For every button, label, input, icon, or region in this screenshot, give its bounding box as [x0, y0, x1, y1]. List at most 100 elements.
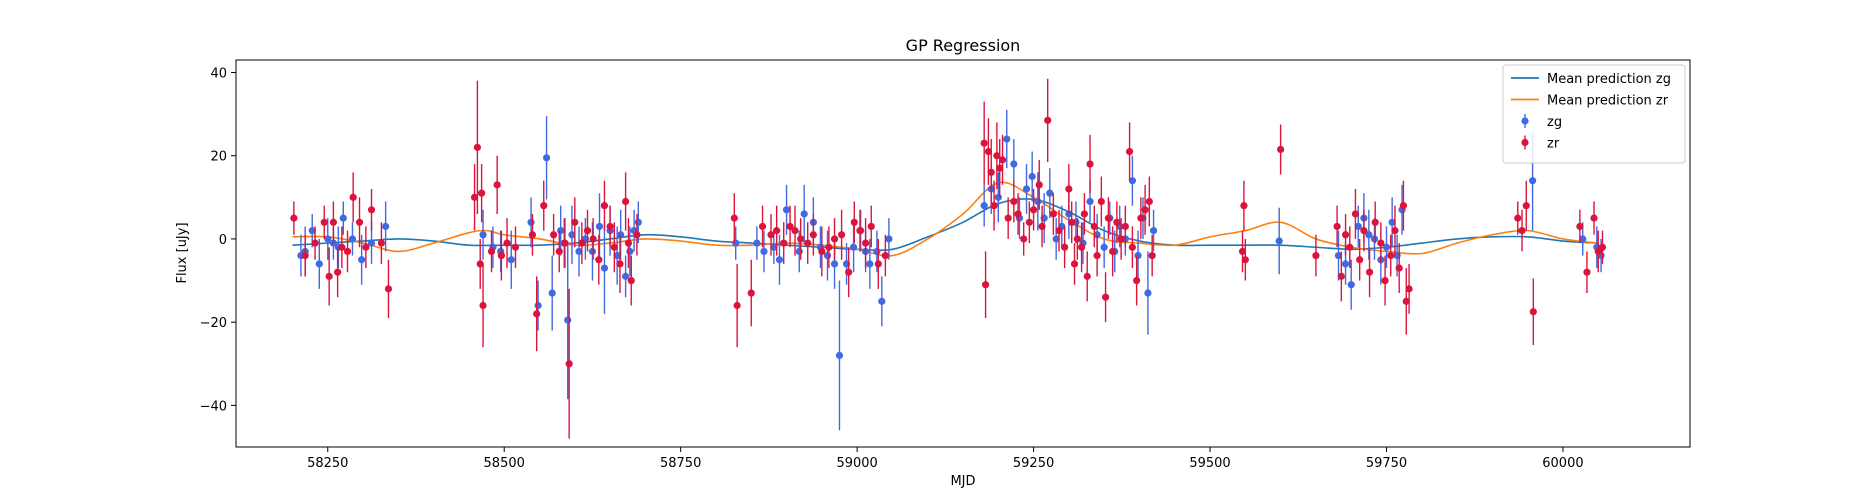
y-axis-label: Flux [uJy]	[175, 222, 190, 283]
zg-point	[866, 260, 874, 268]
zr-point	[874, 260, 882, 268]
zr-point	[861, 239, 870, 247]
zg-point	[367, 239, 376, 247]
zr-point	[301, 251, 309, 260]
zr-point	[786, 222, 794, 231]
zg-point	[753, 239, 761, 247]
zr-point	[1598, 243, 1607, 251]
zg-point	[358, 256, 366, 264]
zr-point	[1333, 222, 1341, 231]
zg-point	[1046, 189, 1054, 197]
zr-point	[850, 218, 858, 226]
zr-point	[1068, 218, 1076, 226]
zr-point	[533, 310, 541, 318]
legend-label: Mean prediction zg	[1547, 72, 1671, 87]
zr-point	[367, 206, 376, 214]
zr-point	[606, 222, 614, 231]
zr-point	[1405, 285, 1413, 293]
zr-point	[487, 247, 496, 256]
zr-point	[758, 222, 767, 231]
zr-point	[343, 247, 352, 256]
zr-point	[1391, 227, 1399, 235]
zr-point	[809, 231, 817, 239]
zr-point	[540, 202, 548, 210]
chart-title: GP Regression	[906, 36, 1021, 55]
zr-point	[1240, 202, 1248, 210]
zr-point	[528, 231, 537, 239]
zg-point	[382, 222, 390, 231]
zr-point	[1125, 147, 1134, 156]
zg-point	[617, 231, 625, 239]
zr-point	[1020, 235, 1028, 243]
zr-point	[1055, 227, 1063, 235]
zg-point	[1003, 135, 1011, 143]
series-zr	[290, 78, 1607, 439]
x-tick-label: 59250	[1013, 456, 1054, 471]
zr-point	[1010, 197, 1018, 206]
zr-point	[355, 218, 364, 226]
zg-point	[1347, 281, 1355, 289]
zg-point	[1100, 243, 1108, 251]
zr-point	[1346, 243, 1354, 251]
zr-point	[1086, 160, 1094, 168]
zr-point	[320, 218, 328, 226]
zr-point	[503, 239, 511, 247]
zr-point	[1518, 227, 1526, 235]
zg-point	[1028, 172, 1036, 181]
zr-point	[325, 272, 333, 280]
zr-point	[1371, 218, 1379, 226]
zg-point	[830, 260, 839, 268]
zr-point	[616, 260, 624, 268]
zg-point	[760, 247, 768, 256]
zr-point	[1583, 268, 1591, 276]
x-tick-label: 58500	[484, 456, 525, 471]
zr-point	[571, 218, 579, 226]
plot-area	[235, 59, 1691, 448]
zr-point	[384, 285, 393, 293]
zg-point	[835, 351, 844, 360]
zr-point	[595, 256, 603, 264]
zr-point	[1341, 231, 1350, 239]
zg-point	[873, 247, 881, 256]
zr-point	[1065, 185, 1073, 193]
zr-point	[1395, 264, 1403, 272]
zr-point	[1399, 202, 1408, 210]
zr-point	[773, 227, 781, 235]
zr-point	[290, 214, 298, 222]
zr-point	[589, 235, 597, 243]
zr-point	[747, 289, 755, 297]
zg-point	[1370, 235, 1379, 243]
zr-point	[1035, 181, 1043, 189]
zg-point	[308, 227, 316, 235]
zg-point	[575, 247, 583, 256]
zg-point	[732, 239, 740, 247]
zg-point	[626, 247, 634, 256]
zg-point	[1354, 222, 1362, 231]
zr-point	[624, 239, 633, 247]
zg-point	[775, 256, 784, 264]
zr-point	[1004, 214, 1012, 222]
zr-point	[730, 214, 738, 222]
zr-point	[1014, 210, 1022, 218]
zg-point	[795, 247, 803, 256]
zg-point	[324, 235, 332, 243]
x-tick-label: 59500	[1189, 456, 1230, 471]
data-points	[290, 78, 1607, 439]
zg-point	[770, 243, 778, 251]
zr-point	[473, 143, 481, 151]
zr-point	[1522, 202, 1530, 210]
zr-point	[1038, 222, 1046, 231]
zr-point	[1077, 243, 1086, 251]
x-axis-label: MJD	[950, 474, 975, 489]
zr-point	[600, 202, 609, 210]
zg-point	[994, 193, 1002, 201]
zr-point	[1097, 197, 1105, 206]
zr-point	[1387, 251, 1395, 260]
zg-point	[527, 218, 535, 226]
zr-point	[1402, 297, 1410, 305]
zr-point	[550, 231, 558, 239]
zr-point	[1121, 222, 1129, 231]
x-axis-ticks: 58250 58500 58750 59000 59250 59500 59750 60000	[307, 447, 1584, 471]
zg-point	[507, 256, 515, 264]
zg-point	[1341, 260, 1350, 268]
